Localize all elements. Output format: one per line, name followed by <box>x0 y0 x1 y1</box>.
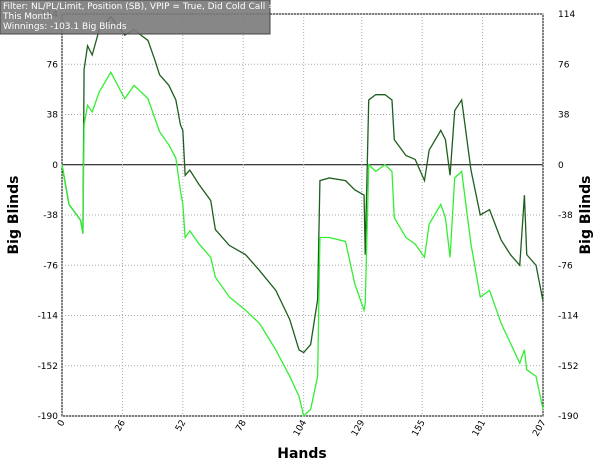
y-tick-label: 38 <box>47 111 59 121</box>
x-tick-label: 52 <box>174 419 188 434</box>
y2-tick-label: 0 <box>558 161 564 171</box>
y2-tick-label: -38 <box>558 211 573 221</box>
y2-tick-label: 114 <box>558 10 575 20</box>
y-tick-label: -114 <box>38 312 59 322</box>
y-tick-label: -38 <box>43 211 58 221</box>
series-line <box>61 70 544 418</box>
x-axis-label: Hands <box>277 446 327 462</box>
y-axis-label: Big Blinds <box>6 176 22 255</box>
filter-box <box>0 0 271 35</box>
filter-text: Winnings: -103.1 Big Blinds <box>3 22 127 32</box>
y-tick-label: 76 <box>47 60 59 70</box>
filter-text: Filter: NL/PL/Limit, Position (SB), VPIP… <box>3 2 298 12</box>
x-tick-label: 26 <box>114 418 129 433</box>
y-tick-label: -190 <box>38 412 59 422</box>
x-tick-label: 78 <box>234 418 249 433</box>
y2-tick-label: -76 <box>558 261 573 271</box>
filter-text: This Month <box>2 12 52 22</box>
y2-tick-label: 76 <box>558 60 570 70</box>
y-tick-label: -76 <box>43 261 58 271</box>
x-tick-label: 129 <box>350 418 367 438</box>
y2-tick-label: 38 <box>558 111 570 121</box>
y-tick-label: 0 <box>52 161 58 171</box>
y2-tick-label: -152 <box>558 362 578 372</box>
x-tick-label: 155 <box>411 419 428 439</box>
y2-tick-label: -114 <box>558 312 579 322</box>
y2-axis-label: Big Blinds <box>578 176 594 255</box>
y-tick-label: -152 <box>38 362 58 372</box>
x-tick-label: 104 <box>292 418 309 438</box>
x-tick-label: 181 <box>471 419 488 439</box>
x-tick-label: 207 <box>531 419 548 439</box>
x-tick-label: 0 <box>56 418 68 428</box>
y2-tick-label: -190 <box>558 412 579 422</box>
